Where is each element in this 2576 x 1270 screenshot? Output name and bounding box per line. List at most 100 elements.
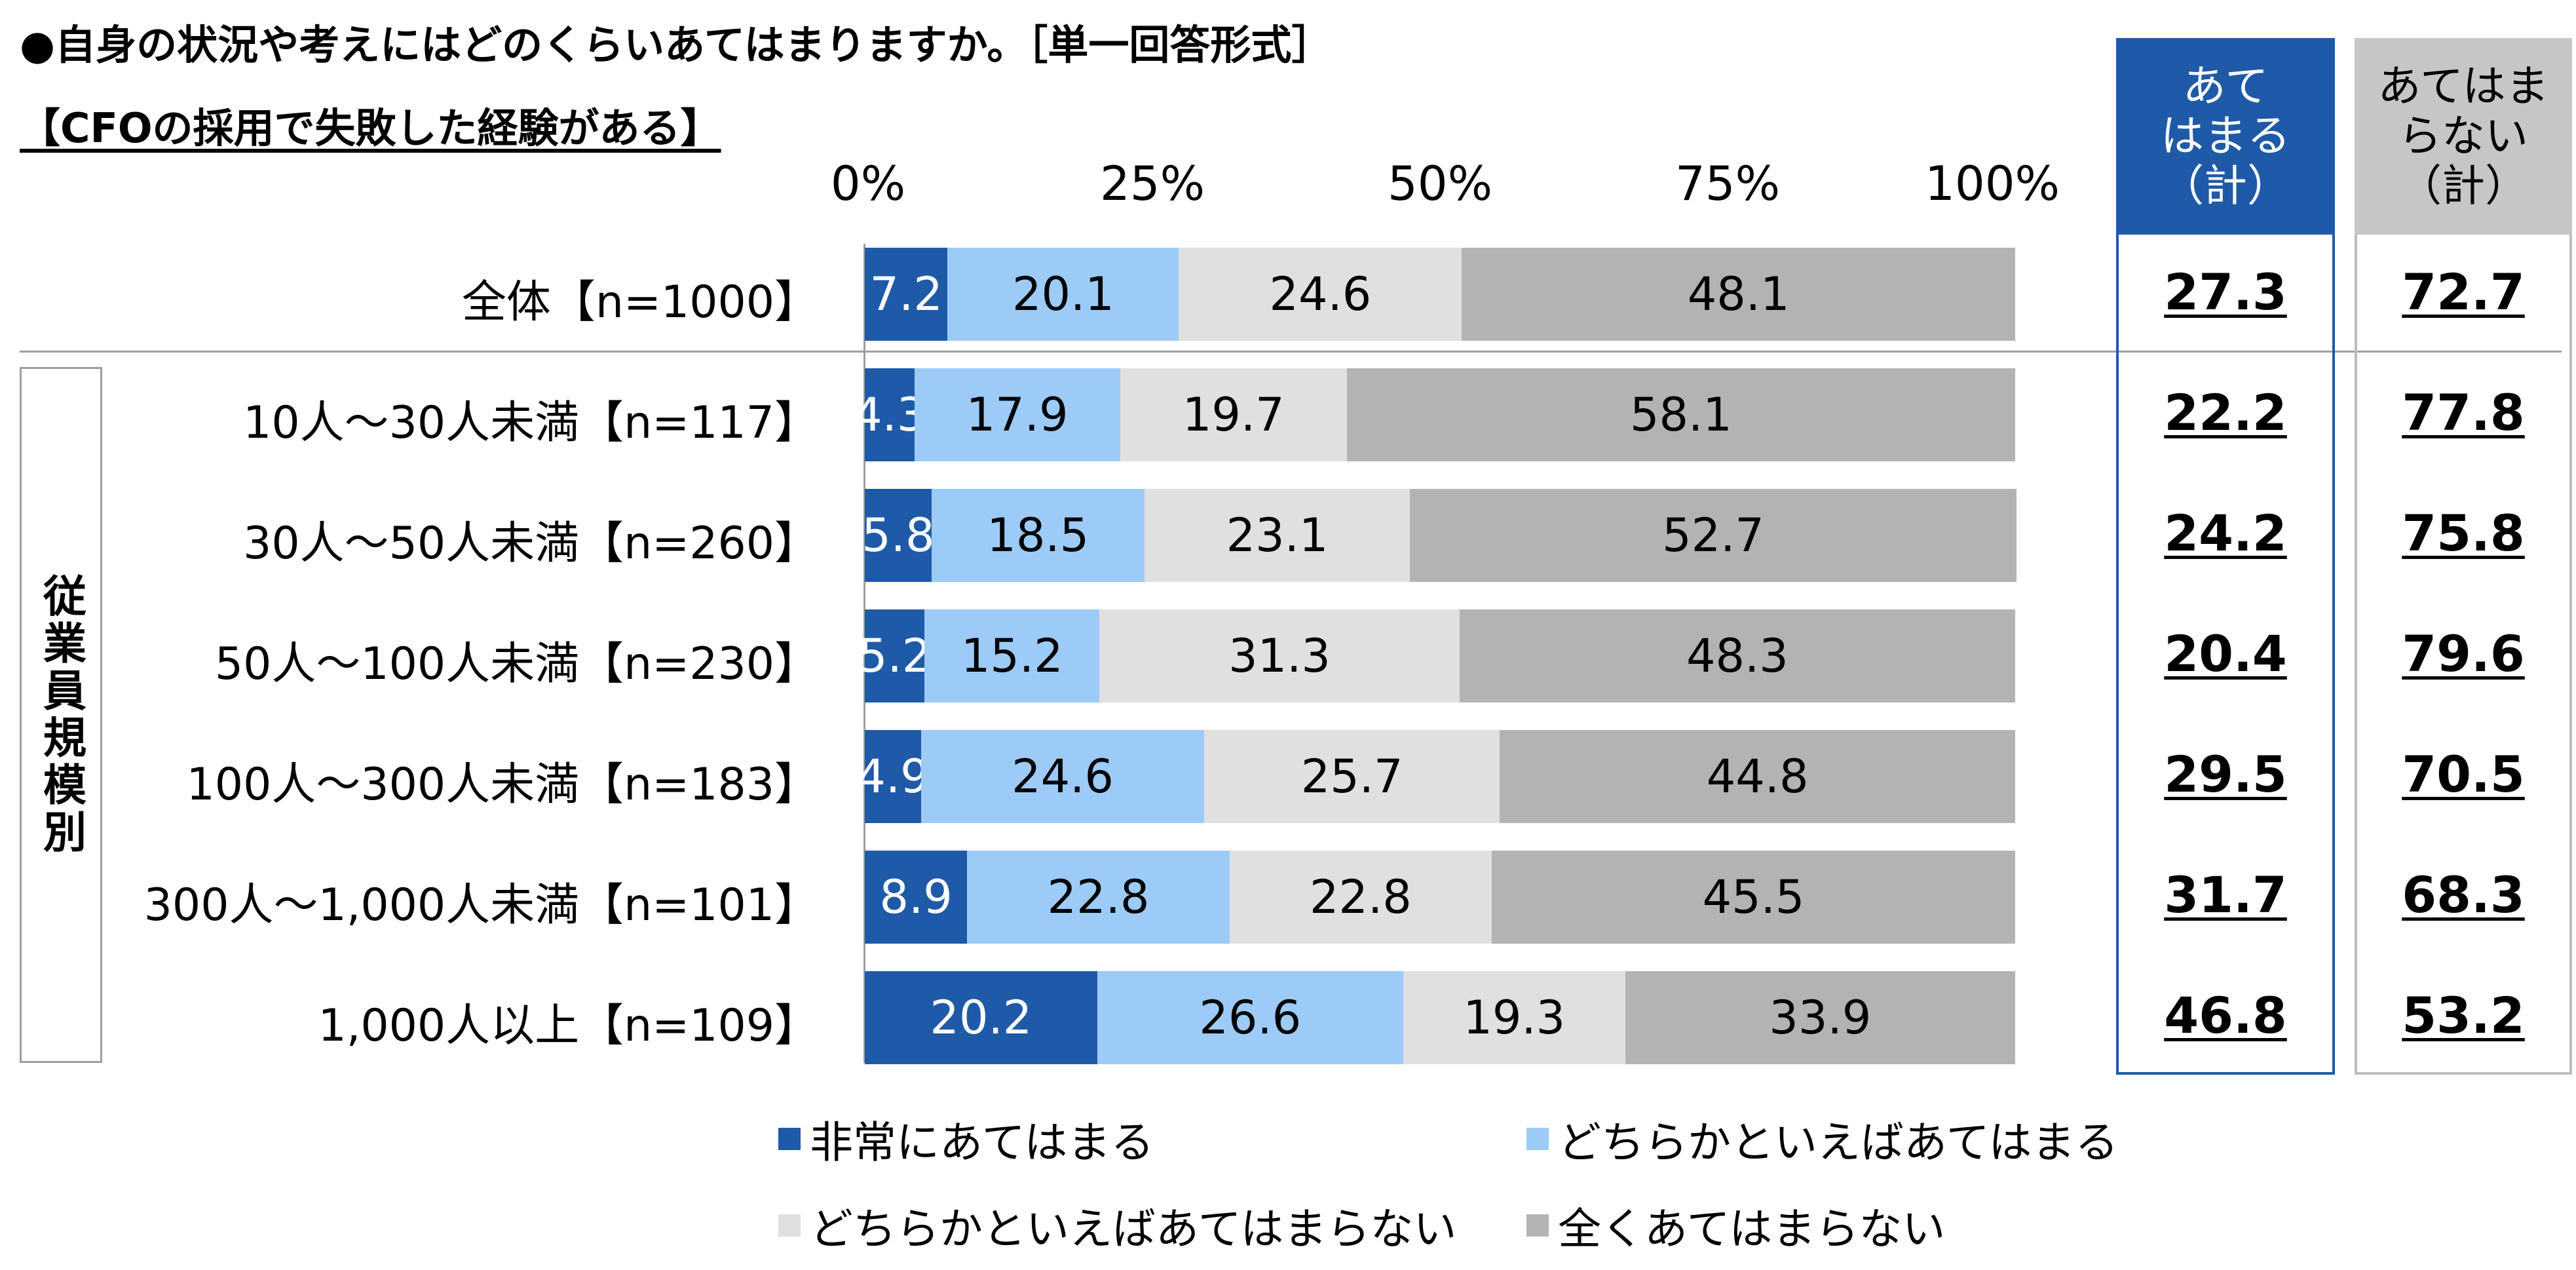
group-label: 従業員規模別 xyxy=(36,573,86,856)
data-label: 33.9 xyxy=(1769,991,1872,1045)
row-label: 100人～300人未満【n=183】 xyxy=(186,759,819,811)
not-applies-total-value: 72.7 xyxy=(2402,263,2525,321)
data-label: 58.1 xyxy=(1629,388,1732,442)
legend-item: 全くあてはまらない xyxy=(1526,1194,1945,1257)
x-tick-label: 0% xyxy=(830,156,906,211)
seg-not-at-all: 48.3 xyxy=(1459,609,2015,702)
seg-not-at-all: 52.7 xyxy=(1410,489,2017,582)
seg-not-at-all: 58.1 xyxy=(1346,368,2015,461)
chart-title: ●自身の状況や考えにはどのくらいあてはまりますか。［単一回答形式］ xyxy=(20,21,1333,69)
legend-label: どちらかといえばあてはまらない xyxy=(810,1204,1457,1254)
data-label: 22.8 xyxy=(1047,870,1150,924)
data-label: 31.3 xyxy=(1228,629,1331,683)
chart-subtitle: 【CFOの採用で失敗した経験がある】 xyxy=(20,104,721,152)
seg-somewhat-not: 24.6 xyxy=(1179,248,1462,341)
group-label-box: 従業員規模別 xyxy=(20,367,102,1063)
legend-swatch xyxy=(778,1128,801,1150)
seg-very-applies: 20.2 xyxy=(865,971,1097,1064)
applies-total-value: 22.2 xyxy=(2164,383,2287,442)
data-label: 48.1 xyxy=(1687,267,1790,321)
seg-somewhat-applies: 17.9 xyxy=(914,368,1120,461)
x-tick-label: 25% xyxy=(1099,156,1205,211)
data-label: 5.2 xyxy=(858,629,932,683)
seg-very-applies: 8.9 xyxy=(865,851,968,944)
not-applies-total-value: 53.2 xyxy=(2402,986,2525,1045)
data-label: 48.3 xyxy=(1686,629,1789,683)
not-applies-total-header-label: あてはま らない （計） xyxy=(2377,61,2549,211)
seg-somewhat-not: 25.7 xyxy=(1204,730,1500,823)
data-label: 19.3 xyxy=(1463,991,1566,1045)
legend-item: 非常にあてはまる xyxy=(778,1107,1154,1170)
legend-item: どちらかといえばあてはまる xyxy=(1526,1107,2118,1170)
legend-swatch xyxy=(778,1214,801,1237)
seg-not-at-all: 33.9 xyxy=(1625,971,2015,1064)
not-applies-total-value: 75.8 xyxy=(2402,504,2525,562)
y-axis-line xyxy=(863,244,865,1063)
data-label: 23.1 xyxy=(1226,509,1329,562)
row-label: 全体【n=1000】 xyxy=(461,277,819,328)
legend-label: どちらかといえばあてはまる xyxy=(1558,1117,2119,1168)
seg-very-applies: 5.8 xyxy=(862,489,935,582)
row-label: 1,000人以上【n=109】 xyxy=(318,1000,819,1052)
seg-somewhat-not: 22.8 xyxy=(1229,851,1492,944)
data-label: 52.7 xyxy=(1662,509,1764,562)
not-applies-total-value: 79.6 xyxy=(2402,625,2525,683)
row-label: 30人～50人未満【n=260】 xyxy=(243,518,819,569)
seg-somewhat-not: 23.1 xyxy=(1144,489,1411,582)
data-label: 44.8 xyxy=(1706,750,1809,803)
data-label: 4.3 xyxy=(853,388,926,442)
applies-total-value: 20.4 xyxy=(2164,625,2287,683)
seg-very-applies: 5.2 xyxy=(858,609,931,702)
seg-very-applies: 4.9 xyxy=(856,730,930,823)
applies-total-value: 31.7 xyxy=(2164,866,2287,924)
applies-total-value: 46.8 xyxy=(2164,986,2287,1045)
seg-somewhat-not: 19.3 xyxy=(1403,971,1625,1064)
seg-somewhat-applies: 22.8 xyxy=(967,851,1230,944)
seg-somewhat-not: 19.7 xyxy=(1120,368,1347,461)
x-tick-label: 75% xyxy=(1675,156,1781,211)
data-label: 7.2 xyxy=(869,267,943,321)
data-label: 18.5 xyxy=(987,509,1089,562)
data-label: 20.1 xyxy=(1012,267,1114,321)
legend-swatch xyxy=(1526,1128,1549,1150)
data-label: 15.2 xyxy=(960,629,1063,683)
seg-somewhat-not: 31.3 xyxy=(1099,609,1460,702)
data-label: 19.7 xyxy=(1182,388,1285,442)
seg-somewhat-applies: 15.2 xyxy=(924,609,1100,702)
seg-very-applies: 7.2 xyxy=(865,248,948,341)
seg-somewhat-applies: 20.1 xyxy=(947,248,1179,341)
applies-total-value: 27.3 xyxy=(2164,263,2287,321)
seg-not-at-all: 44.8 xyxy=(1500,730,2015,823)
data-label: 24.6 xyxy=(1012,750,1114,803)
total-divider xyxy=(20,351,2562,353)
data-label: 20.2 xyxy=(930,991,1032,1045)
data-label: 26.6 xyxy=(1199,991,1302,1045)
applies-total-value: 24.2 xyxy=(2164,504,2287,562)
data-label: 5.8 xyxy=(862,509,935,562)
data-label: 17.9 xyxy=(966,388,1069,442)
applies-total-header-label: あて はまる （計） xyxy=(2161,61,2290,211)
not-applies-total-value: 68.3 xyxy=(2402,866,2525,924)
data-label: 8.9 xyxy=(879,870,953,924)
applies-total-value: 29.5 xyxy=(2164,745,2287,803)
data-label: 45.5 xyxy=(1702,870,1805,924)
data-label: 4.9 xyxy=(856,750,930,803)
row-label: 10人～30人未満【n=117】 xyxy=(243,397,819,449)
legend-swatch xyxy=(1526,1214,1549,1237)
legend-item: どちらかといえばあてはまらない xyxy=(778,1194,1456,1257)
x-tick-label: 50% xyxy=(1387,156,1493,211)
not-applies-total-header: あてはま らない （計） xyxy=(2355,38,2572,235)
not-applies-total-value: 70.5 xyxy=(2402,745,2525,803)
row-label: 50人～100人未満【n=230】 xyxy=(214,638,819,690)
data-label: 22.8 xyxy=(1309,870,1412,924)
seg-somewhat-applies: 18.5 xyxy=(931,489,1145,582)
row-label: 300人～1,000人未満【n=101】 xyxy=(143,879,819,931)
seg-not-at-all: 48.1 xyxy=(1462,248,2015,341)
applies-total-header: あて はまる （計） xyxy=(2116,38,2335,235)
legend-label: 全くあてはまらない xyxy=(1558,1204,1946,1254)
seg-somewhat-applies: 26.6 xyxy=(1097,971,1403,1064)
data-label: 24.6 xyxy=(1269,267,1372,321)
seg-somewhat-applies: 24.6 xyxy=(921,730,1204,823)
seg-not-at-all: 45.5 xyxy=(1492,851,2015,944)
legend-label: 非常にあてはまる xyxy=(810,1117,1154,1168)
